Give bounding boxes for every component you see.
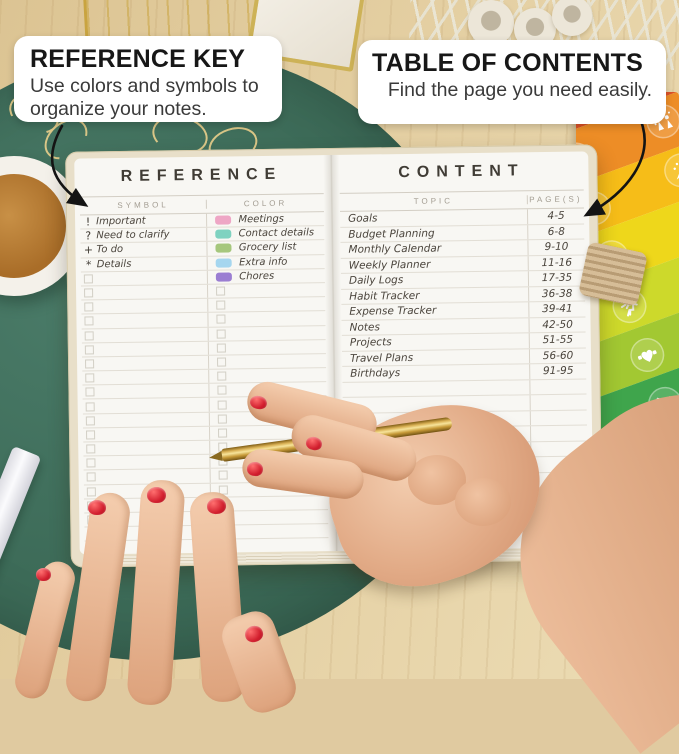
symbol-glyph: +: [80, 244, 96, 257]
color-label: Meetings: [238, 214, 284, 226]
pages-value: 36-38: [542, 287, 573, 299]
table-of-contents-body: Find the page you need easily.: [374, 79, 652, 102]
empty-checkbox: [217, 357, 226, 366]
empty-checkbox: [85, 359, 94, 368]
symbol-column-header: SYMBOL: [80, 200, 206, 211]
color-label: Contact details: [239, 228, 315, 240]
color-column-header: COLOR: [206, 198, 324, 209]
color-swatch: [216, 272, 232, 281]
empty-checkbox: [219, 471, 228, 480]
empty-checkbox: [84, 274, 93, 283]
empty-checkbox: [217, 329, 226, 338]
topic-label: Notes: [350, 321, 380, 333]
empty-checkbox: [85, 345, 94, 354]
color-swatch: [216, 244, 232, 253]
curled-finger: [455, 478, 511, 526]
reference-page-title: REFERENCE: [77, 165, 325, 186]
empty-checkbox: [85, 388, 94, 397]
empty-checkbox: [85, 374, 94, 383]
pages-value: 51-55: [542, 334, 573, 346]
topic-label: Weekly Planner: [349, 258, 431, 271]
topic-label: Habit Tracker: [349, 290, 420, 303]
color-label: Grocery list: [239, 242, 297, 254]
empty-checkbox: [86, 416, 95, 425]
topic-label: Projects: [350, 336, 392, 349]
empty-checkbox: [84, 288, 93, 297]
symbol-label: Need to clarify: [96, 230, 169, 242]
color-swatch: [216, 230, 232, 239]
empty-checkbox: [216, 287, 225, 296]
symbol-label: To do: [96, 244, 123, 255]
pages-value: 4-5: [547, 210, 564, 222]
empty-checkbox: [86, 459, 95, 468]
symbol-label: Details: [97, 258, 132, 269]
pages-value: 91-95: [543, 365, 574, 377]
pages-value: 11-16: [541, 256, 572, 268]
symbol-glyph: ?: [80, 230, 96, 243]
red-nail: [147, 487, 166, 503]
color-swatch: [216, 258, 232, 267]
empty-checkbox: [218, 428, 227, 437]
empty-checkbox: [217, 301, 226, 310]
empty-checkbox: [218, 386, 227, 395]
empty-checkbox: [84, 303, 93, 312]
empty-checkbox: [218, 372, 227, 381]
pages-value: 17-35: [542, 272, 573, 284]
topic-label: Birthdays: [350, 367, 400, 380]
reference-key-body: Use colors and symbols to organize your …: [30, 75, 266, 122]
topic-label: Budget Planning: [348, 227, 435, 240]
empty-checkbox: [85, 331, 94, 340]
empty-checkbox: [87, 473, 96, 482]
empty-checkbox: [217, 343, 226, 352]
topic-label: Monthly Calendar: [348, 243, 441, 256]
red-nail: [36, 568, 51, 581]
color-label: Extra info: [239, 256, 287, 268]
table-of-contents-title: TABLE OF CONTENTS: [372, 49, 650, 78]
pages-column-header: PAGE(S): [527, 194, 584, 204]
topic-label: Travel Plans: [350, 352, 413, 365]
empty-checkbox: [86, 430, 95, 439]
reference-key-callout: REFERENCE KEY Use colors and symbols to …: [14, 36, 282, 122]
empty-checkbox: [84, 317, 93, 326]
pages-value: 6-8: [548, 226, 565, 238]
party-cone-icon: [659, 148, 679, 192]
topic-label: Expense Tracker: [349, 305, 436, 318]
pages-value: 56-60: [543, 349, 574, 361]
topic-label: Daily Logs: [349, 274, 403, 287]
empty-checkbox: [86, 444, 95, 453]
table-of-contents-callout: TABLE OF CONTENTS Find the page you need…: [358, 40, 666, 124]
empty-checkbox: [218, 414, 227, 423]
fitness-heart-icon: [626, 333, 670, 377]
symbol-label: Important: [96, 216, 146, 228]
empty-checkbox: [217, 315, 226, 324]
color-swatch: [215, 216, 231, 225]
content-page-title: CONTENT: [337, 161, 585, 182]
pages-value: 39-41: [542, 303, 573, 315]
topic-column-header: TOPIC: [340, 195, 527, 207]
empty-checkbox: [87, 487, 96, 496]
pages-value: 9-10: [544, 241, 568, 253]
pages-value: 42-50: [542, 318, 573, 330]
red-nail: [88, 500, 106, 515]
reference-key-title: REFERENCE KEY: [30, 45, 266, 74]
symbol-glyph: *: [81, 258, 97, 271]
color-label: Chores: [239, 271, 274, 282]
empty-checkbox: [218, 400, 227, 409]
topic-label: Goals: [348, 213, 378, 225]
empty-checkbox: [86, 402, 95, 411]
symbol-glyph: !: [80, 215, 96, 228]
